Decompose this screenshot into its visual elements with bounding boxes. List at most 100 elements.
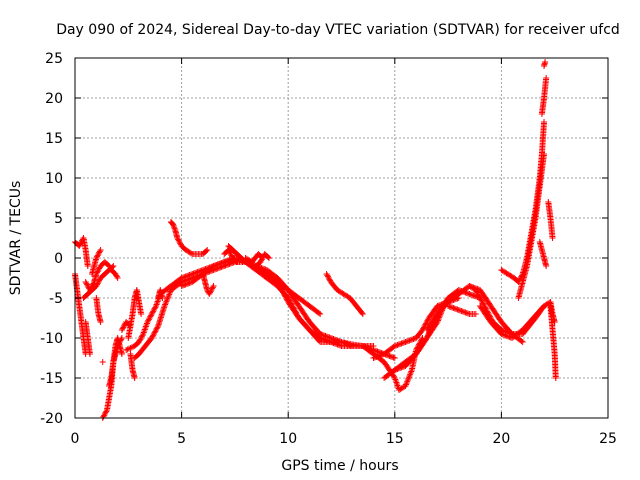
series-arc-spike-3 [118, 319, 134, 333]
data-point [474, 289, 481, 296]
data-point [210, 283, 217, 289]
data-point [119, 325, 126, 332]
data-point [403, 380, 410, 387]
data-point [152, 304, 159, 311]
data-point [151, 329, 158, 336]
series-arc-upper-1 [167, 219, 211, 257]
y-tick-label: 20 [45, 91, 63, 107]
data-point [227, 251, 234, 257]
data-point [154, 298, 161, 305]
y-tick-label: 5 [54, 211, 63, 227]
data-point [128, 344, 135, 351]
data-point [543, 75, 550, 81]
data-point [145, 317, 152, 324]
series-arc-late-1 [323, 271, 366, 317]
data-point [257, 259, 264, 265]
chart-title: Day 090 of 2024, Sidereal Day-to-day VTE… [56, 22, 620, 38]
series-arc-early-9 [108, 267, 121, 281]
data-point [113, 273, 120, 280]
data-point [402, 383, 409, 389]
series-arc-early-3 [82, 259, 113, 293]
data-point [101, 411, 108, 417]
data-point [206, 291, 213, 297]
data-point [425, 332, 432, 339]
data-point [407, 369, 414, 376]
data-point [135, 339, 142, 345]
data-point [281, 292, 288, 299]
data-point [424, 317, 431, 324]
data-point [150, 331, 157, 337]
data-point [115, 341, 122, 348]
series-arc-late-2 [359, 335, 426, 393]
data-point [153, 327, 160, 333]
data-point [256, 267, 263, 274]
data-point [423, 319, 430, 325]
data-point [476, 293, 483, 300]
data-point [116, 340, 123, 347]
data-point [164, 295, 171, 302]
y-tick-label: -5 [49, 291, 63, 307]
data-point [187, 250, 194, 257]
series-arc-late-7 [445, 303, 479, 317]
data-point [162, 300, 169, 307]
series-arc-spike-1 [125, 287, 145, 341]
data-point [151, 305, 158, 312]
data-point [148, 312, 155, 319]
data-point [137, 336, 144, 343]
data-point [113, 272, 120, 279]
series-arc-mid-3 [225, 243, 324, 317]
plot-frame [74, 57, 609, 419]
data-point [370, 343, 377, 349]
data-point [171, 224, 178, 231]
data-point [171, 225, 178, 232]
data-point [326, 276, 333, 283]
data-point [479, 299, 486, 305]
y-tick-label: 10 [45, 171, 63, 187]
data-point [170, 221, 177, 228]
data-point [394, 382, 401, 389]
data-point [138, 311, 145, 317]
data-point [82, 279, 89, 285]
data-point [118, 336, 125, 343]
data-point [116, 339, 123, 345]
series-arc-rise-6 [545, 199, 556, 241]
data-point [209, 284, 216, 291]
data-point [144, 319, 151, 325]
data-point [473, 288, 480, 295]
data-point [259, 269, 266, 275]
y-tick-label: 15 [45, 131, 63, 147]
data-point [145, 316, 152, 323]
data-point [166, 289, 173, 296]
series-arc-end-2 [547, 299, 558, 325]
data-point [76, 241, 83, 248]
data-point [146, 315, 153, 321]
data-point [96, 248, 103, 255]
data-point [204, 247, 211, 253]
data-point [105, 262, 112, 268]
y-axis-label: SDTVAR / TECUs [8, 181, 24, 296]
data-point [153, 325, 160, 332]
data-point [280, 291, 287, 297]
data-point [480, 301, 487, 308]
data-point [103, 408, 110, 415]
data-point [423, 320, 430, 327]
data-point [120, 324, 127, 331]
data-point [142, 323, 149, 330]
data-point [175, 237, 182, 244]
data-point [97, 247, 104, 253]
data-point [114, 275, 121, 281]
axis-ticks: 0 5 10 15 20 25 -20 -15 -10 -5 0 5 10 15 20 25 [40, 51, 617, 447]
data-point [150, 307, 157, 313]
data-point [118, 335, 125, 341]
data-point [474, 291, 481, 297]
data-point [405, 375, 412, 382]
data-point [114, 343, 121, 349]
data-point [95, 251, 102, 257]
data-point [549, 235, 556, 241]
data-point [94, 280, 101, 287]
data-point [542, 59, 549, 65]
data-point [177, 279, 184, 286]
data-point [99, 359, 106, 365]
data-point [406, 372, 413, 379]
